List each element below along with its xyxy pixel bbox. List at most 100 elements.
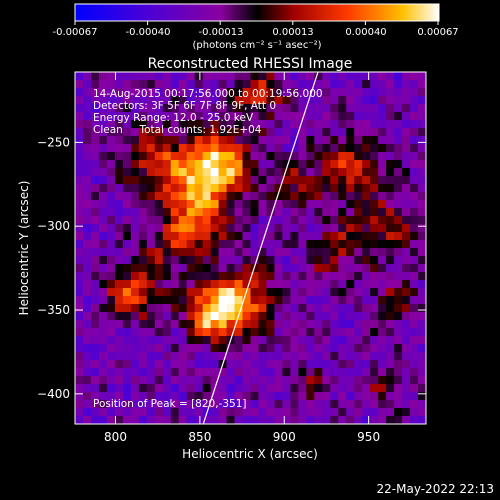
heatmap-cell [138,144,148,153]
heatmap-cell [338,144,347,153]
heatmap-cell [306,136,315,145]
heatmap-cell [306,176,315,185]
heatmap-cell [322,240,331,249]
heatmap-cell [146,328,156,337]
heatmap-cell [242,272,252,281]
heatmap-cell [218,320,228,329]
heatmap-cell [354,104,363,113]
heatmap-cell [306,368,315,377]
heatmap-cell [274,112,284,121]
heatmap-cell [314,400,323,409]
heatmap-cell [75,104,84,113]
heatmap-cell [362,88,371,97]
heatmap-cell [330,104,339,113]
heatmap-cell [306,104,315,113]
heatmap-cell [306,224,315,233]
heatmap-cell [170,368,180,377]
heatmap-cell [202,72,212,81]
heatmap-cell [234,336,244,345]
heatmap-cell [266,104,276,113]
heatmap-cell [194,224,204,233]
heatmap-cell [330,192,339,201]
solar-limb-line [202,72,319,424]
heatmap-cell [394,200,403,209]
heatmap-cell [122,216,132,225]
heatmap-cell [418,80,426,89]
heatmap-cell [378,360,387,369]
heatmap-cell [202,416,212,424]
heatmap-cell [322,208,331,217]
heatmap-cell [250,200,260,209]
heatmap-cell [114,256,124,265]
heatmap-cell [202,296,212,305]
heatmap-cell [362,224,371,233]
heatmap-cell [194,272,204,281]
heatmap-cell [306,72,315,81]
heatmap-cell [114,264,124,273]
heatmap-cell [218,160,228,169]
heatmap-cell [346,368,355,377]
heatmap-cell [162,336,172,345]
heatmap-cell [362,168,371,177]
heatmap-cell [290,168,299,177]
heatmap-cell [106,144,116,153]
heatmap-cell [370,216,379,225]
heatmap-cell [178,192,188,201]
heatmap-cell [82,336,92,345]
heatmap-cell [258,400,268,409]
heatmap-cell [186,168,196,177]
heatmap-cell [138,328,148,337]
heatmap-cell [346,296,355,305]
heatmap-cell [82,72,92,81]
heatmap-cell [362,104,371,113]
heatmap-cell [258,96,268,105]
heatmap-cell [98,112,108,121]
heatmap-cell [258,120,268,129]
heatmap-cell [234,368,244,377]
x-tick-label: 850 [188,430,211,444]
heatmap-cell [98,408,108,417]
heatmap-cell [354,184,363,193]
heatmap-cell [178,240,188,249]
heatmap-cell [298,400,307,409]
heatmap-cell [378,120,387,129]
heatmap-cell [234,248,244,257]
heatmap-cell [130,184,140,193]
heatmap-cell [98,376,108,385]
heatmap-cell [402,416,411,424]
heatmap-cell [242,144,252,153]
heatmap-cell [75,232,84,241]
heatmap-cell [98,224,108,233]
heatmap-cell [362,144,371,153]
heatmap-cell [114,240,124,249]
heatmap-cell [338,176,347,185]
heatmap-cell [258,304,268,313]
heatmap-cell [290,368,299,377]
heatmap-cell [266,296,276,305]
heatmap-cell [298,344,307,353]
heatmap-cell [402,256,411,265]
heatmap-cell [378,112,387,121]
heatmap-cell [234,328,244,337]
heatmap-cell [226,128,236,137]
heatmap-cell [370,176,379,185]
heatmap-cell [250,144,260,153]
heatmap-cell [402,200,411,209]
heatmap-cell [242,216,252,225]
heatmap-cell [322,288,331,297]
heatmap-cell [226,344,236,353]
heatmap-cell [90,216,100,225]
heatmap-cell [378,400,387,409]
heatmap-cell [75,288,84,297]
heatmap-cell [266,216,276,225]
heatmap-cell [234,392,244,401]
heatmap-cell [194,80,204,89]
heatmap-cell [218,136,228,145]
heatmap-cell [250,368,260,377]
heatmap-cell [282,192,291,201]
heatmap-cell [290,96,299,105]
heatmap-cell [370,152,379,161]
heatmap-cell [114,144,124,153]
heatmap-cell [298,288,307,297]
heatmap-cell [82,280,92,289]
